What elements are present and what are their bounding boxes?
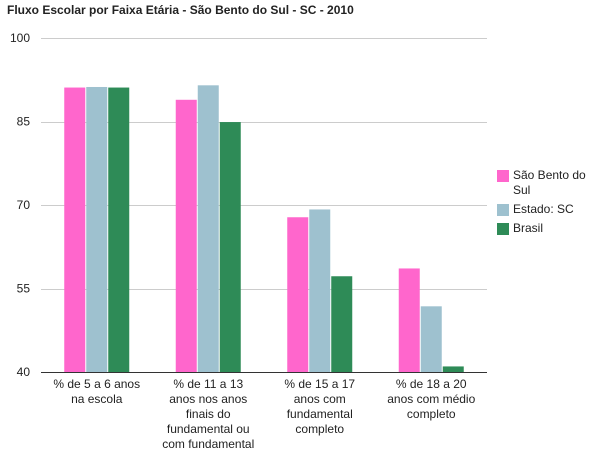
x-tick-label: finais do bbox=[186, 407, 231, 421]
legend-item: Estado: SC bbox=[497, 202, 597, 217]
bar-estado-sc-0 bbox=[86, 86, 108, 372]
y-tick-label: 85 bbox=[17, 115, 31, 129]
chart-legend: São Bento do Sul Estado: SC Brasil bbox=[497, 168, 597, 240]
bar-s-o-bento-do-sul-1 bbox=[175, 99, 197, 372]
bar-brasil-3 bbox=[442, 366, 464, 372]
legend-label-line: São Bento do bbox=[513, 168, 586, 182]
bar-estado-sc-2 bbox=[309, 209, 331, 372]
legend-item: Brasil bbox=[497, 221, 597, 236]
bar-brasil-0 bbox=[108, 87, 130, 372]
x-tick-label: com fundamental bbox=[162, 437, 254, 451]
x-tick-label: anos nos anos bbox=[169, 392, 247, 406]
y-tick-label: 70 bbox=[17, 198, 31, 212]
x-tick-label: anos com bbox=[294, 392, 346, 406]
bar-brasil-2 bbox=[331, 276, 353, 372]
x-tick-label: % de 5 a 6 anos bbox=[53, 377, 140, 391]
legend-item: São Bento do Sul bbox=[497, 168, 597, 198]
bar-estado-sc-3 bbox=[420, 306, 442, 372]
legend-label: Brasil bbox=[513, 221, 543, 236]
x-tick-label: fundamental ou bbox=[167, 422, 250, 436]
x-tick-label: fundamental bbox=[287, 407, 353, 421]
x-tick-label: completo bbox=[407, 407, 456, 421]
legend-swatch bbox=[497, 223, 509, 235]
bar-estado-sc-1 bbox=[197, 85, 219, 373]
x-tick-label: completo bbox=[295, 422, 344, 436]
legend-swatch bbox=[497, 170, 509, 182]
y-tick-label: 40 bbox=[17, 365, 31, 379]
y-tick-label: 55 bbox=[17, 282, 31, 296]
legend-label-line: Brasil bbox=[513, 221, 544, 235]
x-tick-label: % de 18 a 20 bbox=[396, 377, 467, 391]
x-tick-label: na escola bbox=[71, 392, 123, 406]
chart-title: Fluxo Escolar por Faixa Etária - São Ben… bbox=[7, 3, 354, 17]
bar-s-o-bento-do-sul-0 bbox=[64, 87, 86, 372]
bar-brasil-1 bbox=[219, 122, 241, 372]
bar-s-o-bento-do-sul-3 bbox=[398, 268, 420, 372]
legend-label: São Bento do Sul bbox=[513, 168, 586, 198]
bar-s-o-bento-do-sul-2 bbox=[287, 217, 309, 372]
legend-label-line: Sul bbox=[513, 183, 531, 197]
legend-label: Estado: SC bbox=[513, 202, 574, 217]
x-tick-label: % de 11 a 13 bbox=[173, 377, 243, 391]
y-tick-label: 100 bbox=[10, 31, 30, 45]
legend-label-line: Estado: SC bbox=[513, 202, 574, 216]
x-tick-label: anos com médio bbox=[387, 392, 475, 406]
legend-swatch bbox=[497, 204, 509, 216]
x-tick-label: % de 15 a 17 bbox=[284, 377, 355, 391]
